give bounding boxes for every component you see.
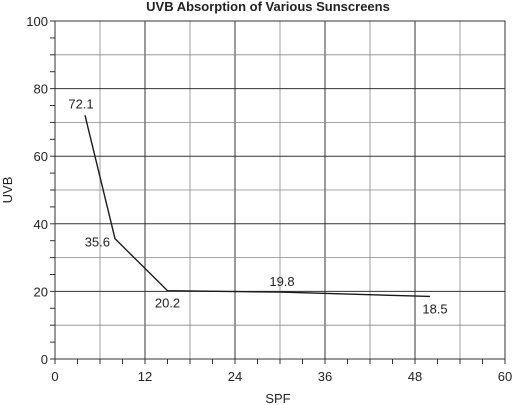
x-tick-label: 36 <box>318 369 332 384</box>
data-label: 72.1 <box>68 96 93 111</box>
data-label: 35.6 <box>85 235 110 250</box>
y-tick-label: 60 <box>34 149 48 164</box>
data-label: 20.2 <box>155 296 180 311</box>
x-tick-label: 24 <box>228 369 242 384</box>
chart-title: UVB Absorption of Various Sunscreens <box>146 0 390 14</box>
y-tick-label: 40 <box>34 217 48 232</box>
x-tick-label: 60 <box>498 369 512 384</box>
axes <box>50 20 506 364</box>
series-line <box>84 115 431 298</box>
x-tick-label: 12 <box>138 369 152 384</box>
x-axis-title: SPF <box>265 391 290 405</box>
y-axis-title: UVB <box>0 177 15 204</box>
x-tick-label: 0 <box>51 369 58 384</box>
y-tick-label: 20 <box>34 284 48 299</box>
tick-labels: 0 12 24 36 48 60 0 20 40 60 80 100 <box>26 14 512 384</box>
y-tick-label: 100 <box>26 14 48 29</box>
y-tick-label: 0 <box>41 352 48 367</box>
x-tick-label: 48 <box>408 369 422 384</box>
series <box>84 115 431 298</box>
y-tick-label: 80 <box>34 82 48 97</box>
data-label: 19.8 <box>269 274 294 289</box>
data-label: 18.5 <box>422 301 447 316</box>
data-labels: 72.1 35.6 20.2 19.8 18.5 <box>68 96 447 316</box>
